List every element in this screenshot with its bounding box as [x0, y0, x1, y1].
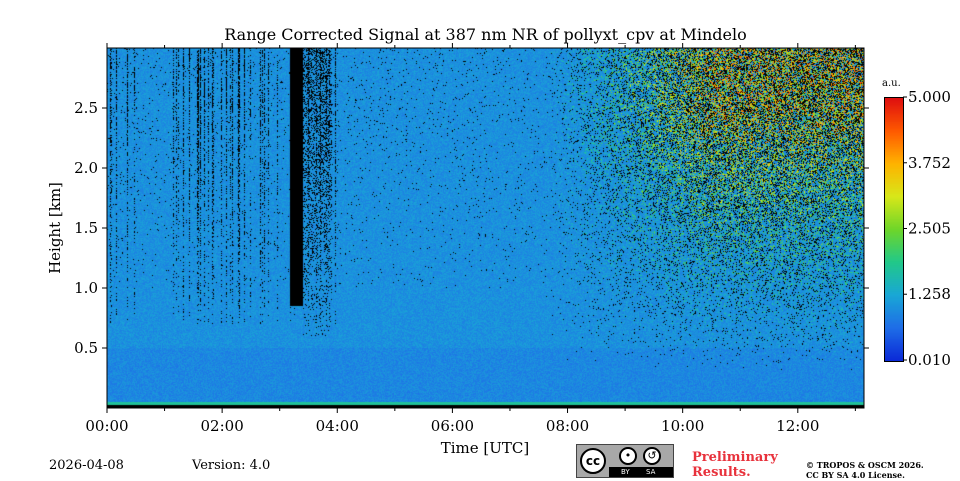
x-tick-label: 00:00: [85, 417, 128, 435]
footer-version: Version: 4.0: [192, 458, 271, 473]
cc-sa-label: SA: [646, 468, 656, 476]
chart-title: Range Corrected Signal at 387 nm NR of p…: [224, 25, 747, 44]
colorbar-tick-label: 1.258: [908, 285, 951, 303]
y-tick-label: 2.5: [74, 99, 98, 117]
preliminary-line-2: Results.: [692, 465, 751, 480]
cc-sa-icon: ↺: [643, 447, 661, 465]
y-tick-label: 1.0: [74, 279, 98, 297]
y-tick-label: 0.5: [74, 339, 98, 357]
cc-by-label: BY: [621, 468, 630, 476]
colorbar-gradient: [884, 97, 904, 362]
x-tick-label: 06:00: [431, 417, 474, 435]
copyright-line-2: CC BY SA 4.0 License.: [806, 470, 905, 480]
colorbar-tick-label: 3.752: [908, 154, 951, 172]
colorbar-tick-label: 2.505: [908, 220, 951, 238]
colorbar-tick-label: 0.010: [908, 351, 951, 369]
x-tick-label: 04:00: [316, 417, 359, 435]
x-tick-label: 02:00: [201, 417, 244, 435]
copyright-line-1: © TROPOS & OSCM 2026.: [806, 460, 924, 470]
cc-by-icon: •: [619, 447, 637, 465]
footer-date: 2026-04-08: [49, 458, 124, 473]
y-axis-label: Height [km]: [46, 182, 64, 274]
heatmap-image: [107, 48, 864, 408]
colorbar-tick-label: 5.000: [908, 88, 951, 106]
plot-frame: [106, 47, 865, 409]
cc-bottom-bar: [609, 467, 673, 477]
colorbar-unit-label: a.u.: [882, 78, 901, 89]
x-tick-label: 08:00: [546, 417, 589, 435]
x-tick-label: 12:00: [776, 417, 819, 435]
cc-license-badge: cc • ↺ BY SA: [576, 444, 674, 478]
y-tick-label: 2.0: [74, 159, 98, 177]
cc-logo-icon: cc: [580, 448, 606, 474]
preliminary-line-1: Preliminary: [692, 450, 778, 465]
y-tick-label: 1.5: [74, 219, 98, 237]
x-tick-label: 10:00: [661, 417, 704, 435]
x-axis-label: Time [UTC]: [441, 439, 530, 457]
